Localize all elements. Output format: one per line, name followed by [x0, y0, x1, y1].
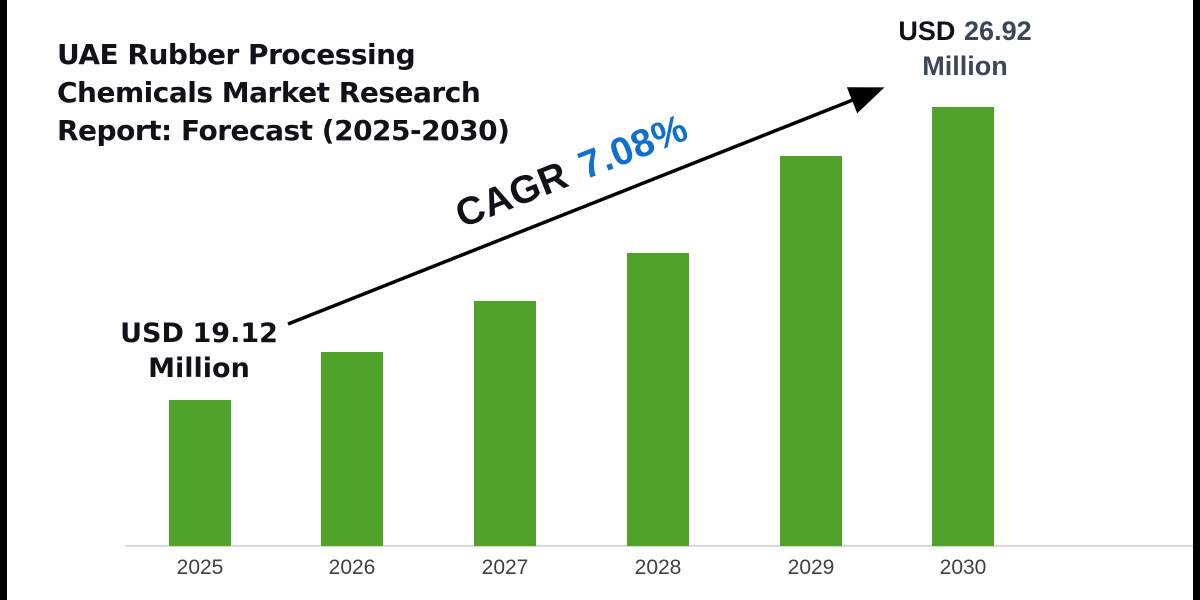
bar-2030 — [932, 107, 994, 546]
bar-2025 — [169, 400, 231, 546]
x-axis-line — [125, 545, 1193, 547]
chart-title-line2: Chemicals Market Research — [57, 76, 481, 109]
value-2030: 26.92 — [964, 16, 1032, 46]
chart-title: UAE Rubber Processing Chemicals Market R… — [57, 36, 510, 150]
bar-2026 — [321, 352, 383, 546]
x-axis-label-2028: 2028 — [634, 556, 682, 579]
growth-trend-arrow-icon — [287, 87, 885, 326]
currency-prefix: USD — [120, 318, 184, 349]
x-axis-label-2030: 2030 — [939, 556, 987, 579]
left-frame-bar — [0, 0, 7, 600]
value-label-2025: USD 19.12 Million — [120, 316, 278, 386]
bar-2028 — [627, 253, 689, 546]
bar-2029 — [780, 156, 842, 546]
bar-2027 — [474, 301, 536, 546]
value-label-2025-line1: USD 19.12 — [120, 316, 278, 351]
value-2025: 19.12 — [192, 318, 278, 349]
x-axis-label-2027: 2027 — [481, 556, 529, 579]
x-axis-label-2026: 2026 — [328, 556, 376, 579]
x-axis-label-2029: 2029 — [787, 556, 835, 579]
chart-title-line1: UAE Rubber Processing — [57, 38, 416, 71]
value-label-2030-line1: USD 26.92 — [898, 14, 1031, 49]
x-axis-label-2025: 2025 — [176, 556, 224, 579]
unit-2030: Million — [922, 51, 1008, 81]
right-frame-bar — [1193, 0, 1200, 600]
unit-2025: Million — [148, 353, 250, 384]
value-label-2030: USD 26.92 Million — [898, 14, 1031, 84]
currency-prefix: USD — [898, 16, 956, 46]
chart-title-line3: Report: Forecast (2025-2030) — [57, 114, 510, 147]
